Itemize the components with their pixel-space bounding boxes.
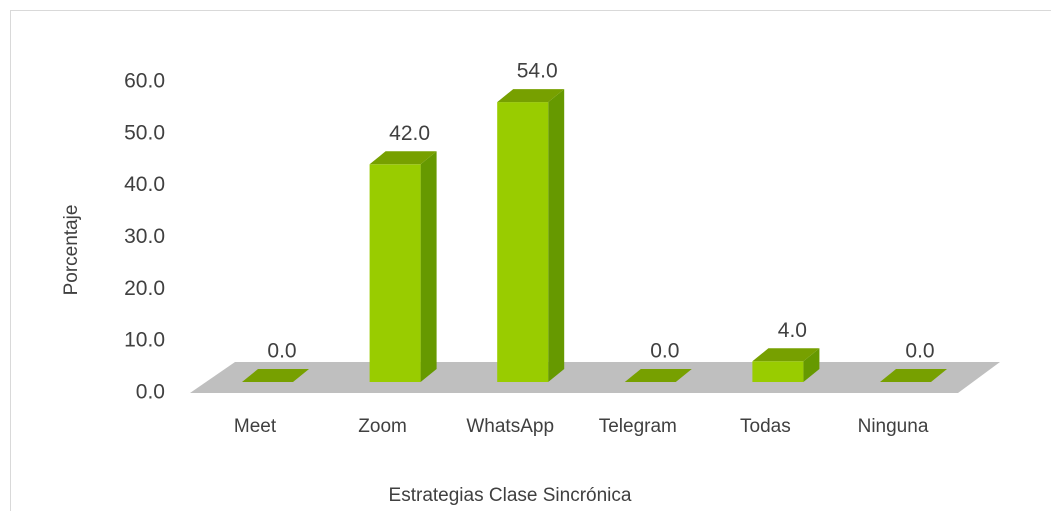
value-label: 0.0 [650, 340, 679, 363]
y-tick-label: 10.0 [124, 329, 165, 352]
y-tick-label: 60.0 [124, 70, 165, 93]
value-label: 54.0 [517, 60, 558, 83]
bar-front [369, 164, 421, 382]
x-tick-label: Todas [740, 416, 791, 437]
y-tick-label: 40.0 [124, 173, 165, 196]
y-tick-label: 20.0 [124, 277, 165, 300]
y-tick-label: 50.0 [124, 121, 165, 144]
x-tick-label: Zoom [358, 416, 407, 437]
bar-top [369, 151, 437, 165]
bar [242, 369, 309, 382]
bar-top [624, 369, 692, 382]
bar-side [420, 151, 437, 382]
bar-side [803, 348, 820, 382]
bar [880, 369, 947, 382]
value-label: 42.0 [389, 122, 430, 145]
x-tick-label: Telegram [599, 416, 677, 437]
bar-side [548, 89, 565, 382]
chart-border [10, 10, 1051, 511]
bar-top [880, 369, 947, 382]
bar [752, 348, 820, 382]
bar-top [752, 348, 820, 362]
bar-front [497, 102, 549, 382]
bar [497, 89, 565, 382]
x-tick-label: Meet [234, 416, 277, 437]
value-label: 0.0 [905, 340, 934, 363]
y-tick-label: 30.0 [124, 225, 165, 248]
bar-top [242, 369, 309, 382]
bar [624, 369, 692, 382]
floor [190, 362, 1000, 393]
bar-front [752, 361, 804, 382]
x-axis-title: Estrategias Clase Sincrónica [389, 485, 632, 506]
x-tick-label: WhatsApp [466, 416, 554, 437]
x-tick-label: Ninguna [858, 416, 929, 437]
y-tick-label: 0.0 [136, 381, 165, 404]
value-label: 0.0 [267, 340, 296, 363]
y-axis-title: Porcentaje [61, 205, 82, 296]
value-label: 4.0 [778, 319, 807, 342]
bar-top [497, 89, 565, 103]
bar [369, 151, 437, 382]
